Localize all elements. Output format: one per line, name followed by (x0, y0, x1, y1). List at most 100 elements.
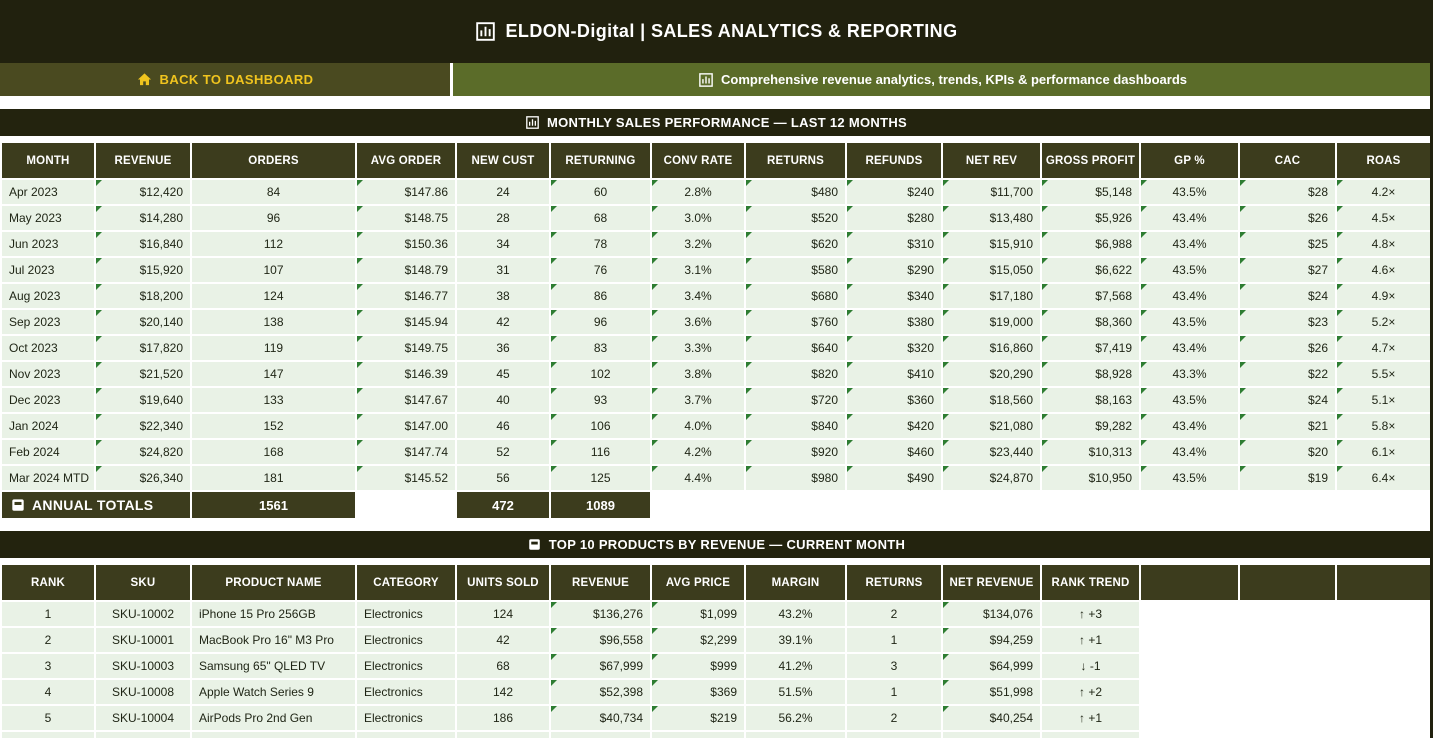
cell[interactable]: 78 (549, 230, 652, 258)
cell[interactable]: $410 (845, 360, 943, 388)
cell[interactable]: 4.5× (1335, 204, 1432, 232)
cell[interactable]: 6.1× (1335, 438, 1432, 466)
cell[interactable] (190, 730, 357, 738)
cell[interactable]: $18,200 (94, 282, 192, 310)
cell[interactable]: ↑ +1 (1040, 626, 1141, 654)
column-header[interactable]: GROSS PROFIT (1040, 141, 1141, 180)
cell[interactable]: 142 (455, 678, 551, 706)
cell[interactable]: $23 (1238, 308, 1337, 336)
empty-cell[interactable] (355, 490, 457, 520)
cell[interactable]: $7,568 (1040, 282, 1141, 310)
cell[interactable]: Jul 2023 (0, 256, 96, 284)
cell[interactable]: 3 (845, 652, 943, 680)
cell[interactable]: $360 (845, 386, 943, 414)
cell[interactable]: $20,140 (94, 308, 192, 336)
cell[interactable]: SKU-10008 (94, 678, 192, 706)
cell[interactable]: $10,950 (1040, 464, 1141, 492)
cell[interactable]: 43.4% (1139, 412, 1240, 440)
cell[interactable]: 116 (549, 438, 652, 466)
cell[interactable]: 60 (549, 178, 652, 206)
column-header[interactable]: REFUNDS (845, 141, 943, 180)
cell[interactable]: Aug 2023 (0, 282, 96, 310)
cell[interactable]: $21,520 (94, 360, 192, 388)
column-header[interactable]: AVG ORDER (355, 141, 457, 180)
cell[interactable]: $147.67 (355, 386, 457, 414)
cell[interactable]: $10,313 (1040, 438, 1141, 466)
cell[interactable]: $94,259 (941, 626, 1042, 654)
cell[interactable]: $490 (845, 464, 943, 492)
cell[interactable]: 46 (455, 412, 551, 440)
cell[interactable] (1238, 652, 1337, 680)
cell[interactable]: $28 (1238, 178, 1337, 206)
cell[interactable]: SKU-10001 (94, 626, 192, 654)
cell[interactable]: SKU-10004 (94, 704, 192, 732)
cell[interactable]: $145.52 (355, 464, 457, 492)
cell[interactable]: 43.4% (1139, 438, 1240, 466)
column-header[interactable] (1335, 563, 1432, 602)
cell[interactable]: $19 (1238, 464, 1337, 492)
cell[interactable]: $146.77 (355, 282, 457, 310)
cell[interactable]: $23,440 (941, 438, 1042, 466)
cell[interactable]: Electronics (355, 652, 457, 680)
cell[interactable]: $5,148 (1040, 178, 1141, 206)
cell[interactable]: $147.86 (355, 178, 457, 206)
cell[interactable]: $22 (1238, 360, 1337, 388)
cell[interactable]: $13,480 (941, 204, 1042, 232)
cell[interactable]: 43.5% (1139, 464, 1240, 492)
cell[interactable]: 2 (845, 704, 943, 732)
cell[interactable]: 6.4× (1335, 464, 1432, 492)
column-header[interactable]: GP % (1139, 141, 1240, 180)
cell[interactable]: 2.8% (650, 178, 746, 206)
cell[interactable]: 124 (455, 600, 551, 628)
column-header[interactable]: MONTH (0, 141, 96, 180)
cell[interactable]: 4.7× (1335, 334, 1432, 362)
cell[interactable]: 119 (190, 334, 357, 362)
cell[interactable]: $24 (1238, 386, 1337, 414)
cell[interactable]: $21 (1238, 412, 1337, 440)
cell[interactable]: 5.8× (1335, 412, 1432, 440)
back-to-dashboard-button[interactable]: BACK TO DASHBOARD (0, 63, 453, 96)
annual-totals-label-cell[interactable]: ANNUAL TOTALS (0, 490, 192, 520)
cell[interactable]: 38 (455, 282, 551, 310)
cell[interactable]: Feb 2024 (0, 438, 96, 466)
cell[interactable] (1335, 600, 1432, 628)
cell[interactable]: 5.1× (1335, 386, 1432, 414)
column-header[interactable] (1139, 563, 1240, 602)
cell[interactable]: $999 (650, 652, 746, 680)
cell[interactable]: $420 (845, 412, 943, 440)
cell[interactable]: $17,820 (94, 334, 192, 362)
total-returning-cell[interactable]: 1089 (549, 490, 652, 520)
cell[interactable]: 43.5% (1139, 308, 1240, 336)
cell[interactable]: $310 (845, 230, 943, 258)
cell[interactable] (650, 730, 746, 738)
cell[interactable]: 3.7% (650, 386, 746, 414)
cell[interactable]: 3.6% (650, 308, 746, 336)
cell[interactable]: 1 (0, 600, 96, 628)
cell[interactable]: $760 (744, 308, 847, 336)
cell[interactable]: 43.5% (1139, 256, 1240, 284)
cell[interactable] (1139, 652, 1240, 680)
cell[interactable]: 96 (190, 204, 357, 232)
cell[interactable]: 4 (0, 678, 96, 706)
cell[interactable]: $520 (744, 204, 847, 232)
cell[interactable]: $17,180 (941, 282, 1042, 310)
cell[interactable]: $15,050 (941, 256, 1042, 284)
cell[interactable]: 43.4% (1139, 282, 1240, 310)
cell[interactable]: $8,928 (1040, 360, 1141, 388)
cell[interactable]: 83 (549, 334, 652, 362)
cell[interactable] (1139, 704, 1240, 732)
cell[interactable]: 106 (549, 412, 652, 440)
cell[interactable]: ↓ -1 (1040, 652, 1141, 680)
cell[interactable]: ↑ +3 (1040, 600, 1141, 628)
cell[interactable]: $580 (744, 256, 847, 284)
cell[interactable]: $11,700 (941, 178, 1042, 206)
cell[interactable]: $147.00 (355, 412, 457, 440)
total-orders-cell[interactable]: 1561 (190, 490, 357, 520)
cell[interactable]: 3 (0, 652, 96, 680)
cell[interactable]: 2 (0, 626, 96, 654)
cell[interactable]: $21,080 (941, 412, 1042, 440)
cell[interactable]: 168 (190, 438, 357, 466)
cell[interactable]: $5,926 (1040, 204, 1141, 232)
cell[interactable]: 93 (549, 386, 652, 414)
cell[interactable]: 112 (190, 230, 357, 258)
